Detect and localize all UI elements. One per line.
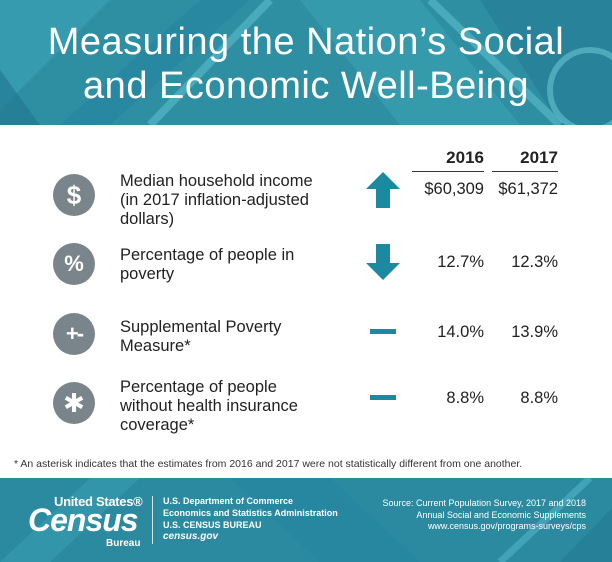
row-supplemental-poverty: +- Supplemental Poverty Measure* 14.0% 1… xyxy=(0,310,612,360)
page-title: Measuring the Nation’s Social and Econom… xyxy=(0,20,612,108)
value-2017: 13.9% xyxy=(511,323,558,341)
row-poverty: % Percentage of people in poverty 12.7% … xyxy=(0,240,612,290)
title-line-1: Measuring the Nation’s Social xyxy=(47,21,565,63)
footnote: * An asterisk indicates that the estimat… xyxy=(14,458,523,470)
row-label: Median household income (in 2017 inflati… xyxy=(120,172,313,228)
up-arrow-icon xyxy=(366,172,400,208)
value-2017: 8.8% xyxy=(520,389,558,407)
row-health-insurance: ✱ Percentage of people without health in… xyxy=(0,376,612,436)
header-pattern xyxy=(0,0,612,125)
footer-pattern xyxy=(0,478,612,562)
column-header-2016: 2016 xyxy=(412,148,484,172)
header-banner: Measuring the Nation’s Social and Econom… xyxy=(0,0,612,125)
value-2016: 12.7% xyxy=(437,253,484,271)
value-2016: $60,309 xyxy=(424,180,484,198)
cps-url[interactable]: www.census.gov/programs-surveys/cps xyxy=(427,521,586,531)
footer-banner: United States® Census Bureau U.S. Depart… xyxy=(0,478,612,562)
row-label: Percentage of people without health insu… xyxy=(120,378,298,434)
source-citation: Source: Current Population Survey, 2017 … xyxy=(382,498,586,531)
value-2016: 14.0% xyxy=(437,323,484,341)
medical-star-icon: ✱ xyxy=(53,382,95,424)
percent-icon: % xyxy=(53,243,95,285)
no-change-dash-icon xyxy=(370,395,396,400)
footer-divider xyxy=(152,496,153,544)
census-gov-link[interactable]: census.gov xyxy=(163,531,219,542)
row-label: Percentage of people in poverty xyxy=(120,246,295,283)
value-2016: 8.8% xyxy=(446,389,484,407)
department-info: U.S. Department of Commerce Economics an… xyxy=(163,496,338,542)
plus-minus-icon: +- xyxy=(53,313,95,355)
down-arrow-icon xyxy=(366,244,400,280)
row-median-income: $ Median household income (in 2017 infla… xyxy=(0,170,612,230)
row-label: Supplemental Poverty Measure* xyxy=(120,318,282,355)
value-2017: $61,372 xyxy=(498,180,558,198)
column-header-2017: 2017 xyxy=(492,148,558,172)
no-change-dash-icon xyxy=(370,329,396,334)
dollar-icon: $ xyxy=(53,174,95,216)
title-line-2: and Economic Well-Being xyxy=(83,65,529,107)
value-2017: 12.3% xyxy=(511,253,558,271)
